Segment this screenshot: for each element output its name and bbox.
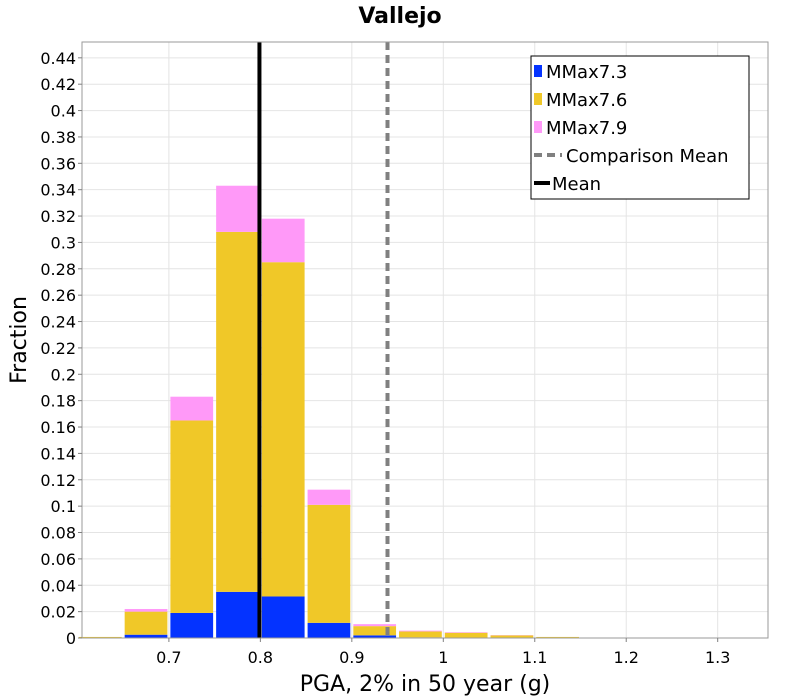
bar-mmax79 <box>216 185 259 232</box>
bar-mmax76 <box>261 262 305 597</box>
y-tick-label: 0.26 <box>40 286 76 305</box>
bar-mmax73 <box>353 635 397 638</box>
y-tick-label: 0.34 <box>40 181 76 200</box>
bar-mmax73 <box>124 634 168 638</box>
y-axis-label: Fraction <box>7 296 32 384</box>
bar-mmax79 <box>261 218 305 263</box>
y-tick-label: 0.02 <box>40 603 76 622</box>
y-tick-label: 0.36 <box>40 154 76 173</box>
bar-mmax76 <box>78 636 122 638</box>
legend-box <box>530 55 750 200</box>
legend-swatch-mmax79 <box>534 121 542 133</box>
bar-mmax76 <box>307 504 351 623</box>
legend-swatch-mmax76 <box>534 93 542 105</box>
x-axis-ticks: 0.7 0.8 0.9 1 1.1 1.2 1.3 <box>156 638 730 667</box>
y-tick-label: 0.32 <box>40 207 76 226</box>
plot-border <box>81 41 769 639</box>
bar-mmax73 <box>261 596 305 638</box>
y-tick-label: 0.14 <box>40 444 76 463</box>
bar-mmax76 <box>124 611 168 635</box>
x-tick-label: 0.9 <box>339 648 364 667</box>
y-tick-label: 0.22 <box>40 339 76 358</box>
x-axis-label: PGA, 2% in 50 year (g) <box>300 672 551 697</box>
x-tick-label: 1.1 <box>522 648 547 667</box>
bar-mmax79 <box>124 608 168 612</box>
legend-swatch-mmax73 <box>534 65 542 77</box>
x-tick-label: 1.3 <box>705 648 730 667</box>
bar-mmax73 <box>216 591 259 638</box>
y-tick-label: 0 <box>66 629 76 648</box>
y-tick-label: 0.04 <box>40 576 76 595</box>
y-tick-label: 0.12 <box>40 471 76 490</box>
bar-mmax76 <box>216 231 259 592</box>
bars <box>78 185 579 638</box>
y-tick-label: 0.08 <box>40 524 76 543</box>
y-tick-label: 0.18 <box>40 392 76 411</box>
bar-mmax79 <box>444 632 488 633</box>
y-tick-label: 0.1 <box>51 497 76 516</box>
x-tick-label: 1.2 <box>614 648 639 667</box>
x-tick-label: 1 <box>438 648 448 667</box>
bar-mmax73 <box>170 612 214 638</box>
y-tick-label: 0.2 <box>51 365 76 384</box>
bar-mmax79 <box>170 396 214 421</box>
y-axis-ticks: 0 0.02 0.04 0.06 0.08 0.1 0.12 0.14 0.16 0.18 0.2 0… <box>40 49 82 648</box>
bar-mmax79 <box>307 489 351 505</box>
bar-mmax73 <box>307 622 351 638</box>
y-tick-label: 0.28 <box>40 260 76 279</box>
bar-mmax79 <box>399 630 442 632</box>
legend-label-mean: Mean <box>552 174 601 195</box>
y-tick-label: 0.16 <box>40 418 76 437</box>
bar-mmax76 <box>399 631 442 638</box>
reference-lines <box>257 42 390 638</box>
bar-mmax76 <box>353 626 397 636</box>
legend-label-mmax79: MMax7.9 <box>546 118 627 139</box>
legend: MMax7.3 MMax7.6 MMax7.9 Comparison Mean … <box>530 55 750 200</box>
x-tick-label: 0.8 <box>248 648 273 667</box>
y-tick-label: 0.06 <box>40 550 76 569</box>
bar-mmax76 <box>170 420 214 613</box>
y-tick-label: 0.4 <box>51 102 76 121</box>
legend-label-mmax73: MMax7.3 <box>546 62 627 83</box>
chart-title: Vallejo <box>358 4 441 29</box>
y-tick-label: 0.3 <box>51 233 76 252</box>
y-tick-label: 0.24 <box>40 313 76 332</box>
x-tick-label: 0.7 <box>156 648 181 667</box>
bar-mmax79 <box>353 624 397 627</box>
bar-mmax76 <box>536 636 579 638</box>
legend-label-mmax76: MMax7.6 <box>546 90 627 111</box>
bar-mmax76 <box>444 632 488 638</box>
y-tick-label: 0.44 <box>40 49 76 68</box>
bar-mmax76 <box>490 635 534 638</box>
y-tick-label: 0.42 <box>40 75 76 94</box>
y-tick-label: 0.38 <box>40 128 76 147</box>
legend-label-comparison-mean: Comparison Mean <box>566 146 729 167</box>
